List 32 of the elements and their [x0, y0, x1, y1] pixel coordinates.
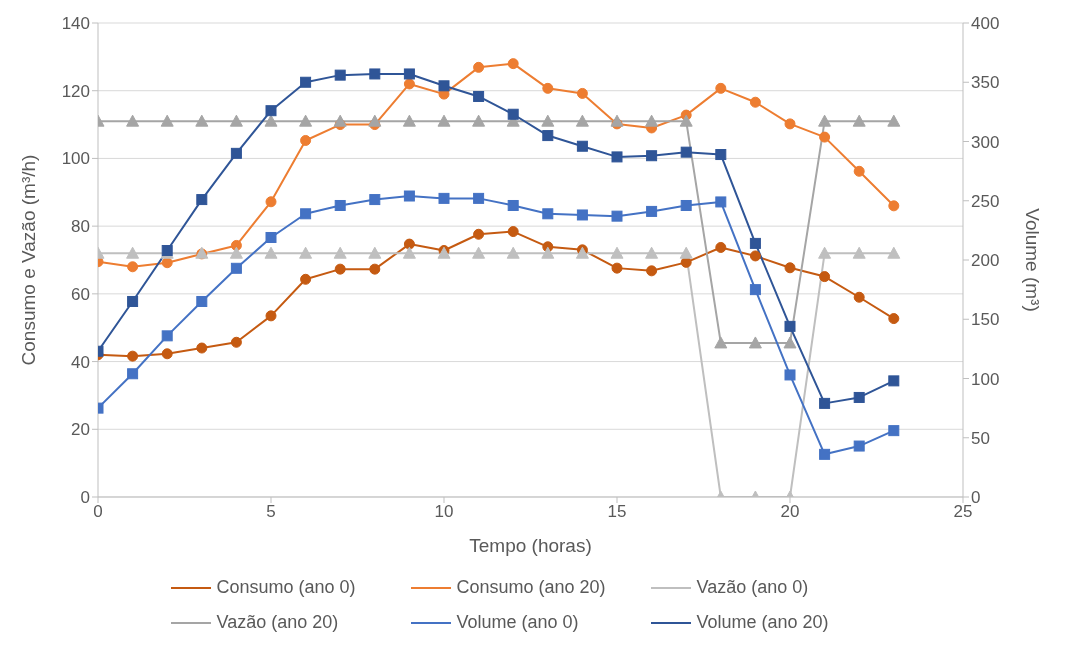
- x-tick-label: 20: [780, 502, 800, 522]
- y2-tick-label: 100: [971, 369, 1000, 389]
- y2-tick-label: 250: [971, 191, 1000, 211]
- y-tick-label: 0: [80, 488, 90, 508]
- y-tick-label: 80: [71, 217, 90, 237]
- y2-tick-label: 50: [971, 428, 990, 448]
- y2-axis-title: Volume (m³): [1022, 208, 1044, 312]
- legend-label: Consumo (ano 0): [216, 577, 356, 598]
- y2-tick-label: 400: [971, 14, 1000, 34]
- y-tick-label: 20: [71, 420, 90, 440]
- y-tick-label: 60: [71, 284, 90, 304]
- x-axis-title: Tempo (horas): [469, 535, 592, 556]
- legend-label: Vazão (ano 0): [696, 577, 809, 598]
- legend-label: Vazão (ano 20): [216, 612, 339, 633]
- y-axis-title: Consumo e Vazão (m³/h): [17, 154, 39, 366]
- x-tick-label: 25: [953, 502, 973, 522]
- legend-label: Consumo (ano 20): [456, 577, 606, 598]
- x-tick-label: 10: [434, 502, 454, 522]
- y2-tick-label: 150: [971, 310, 1000, 330]
- x-tick-label: 15: [607, 502, 627, 522]
- y2-tick-label: 300: [971, 132, 1000, 152]
- y-tick-label: 120: [61, 81, 90, 101]
- y2-tick-label: 200: [971, 251, 1000, 271]
- y2-tick-label: 0: [971, 488, 981, 508]
- y-tick-label: 40: [71, 352, 90, 372]
- x-tick-label: 5: [266, 502, 276, 522]
- y2-tick-label: 350: [971, 73, 1000, 93]
- y-tick-label: 140: [61, 14, 90, 34]
- x-tick-label: 0: [93, 502, 103, 522]
- y-tick-label: 100: [61, 149, 90, 169]
- legend-label: Volume (ano 20): [696, 612, 829, 633]
- legend-label: Volume (ano 0): [456, 612, 579, 633]
